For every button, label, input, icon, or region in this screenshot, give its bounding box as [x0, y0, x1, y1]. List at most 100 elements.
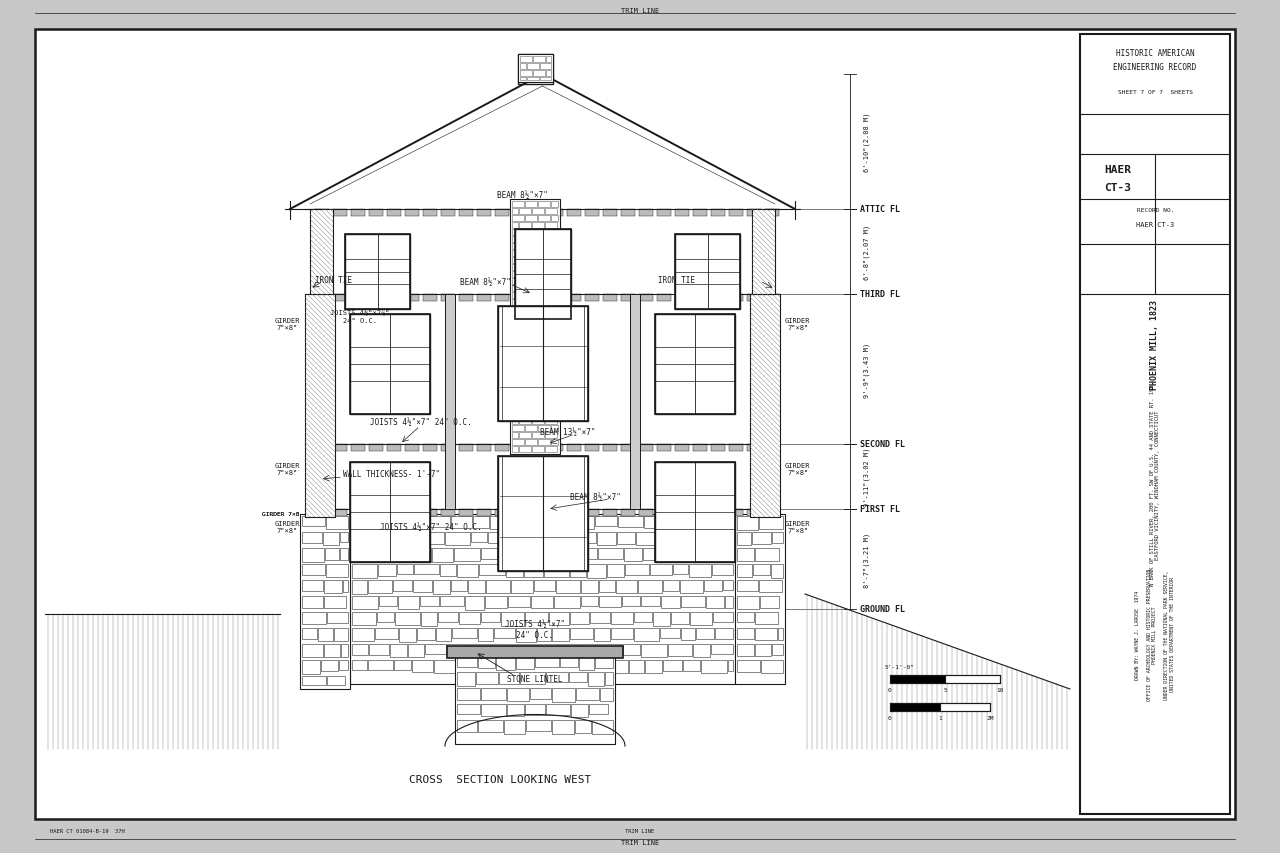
Bar [1080, 35, 1230, 814]
Bar [634, 612, 653, 623]
Bar [692, 444, 707, 451]
Bar [516, 548, 534, 561]
Bar [730, 509, 742, 516]
Bar [525, 397, 538, 403]
Bar [549, 612, 568, 625]
Bar [434, 660, 460, 673]
Bar [547, 57, 550, 63]
Bar [512, 244, 524, 250]
Bar [639, 509, 653, 516]
Bar [538, 516, 553, 531]
Bar [657, 210, 671, 217]
Bar [645, 660, 663, 673]
Bar [532, 363, 544, 368]
Bar [634, 629, 659, 641]
Bar [457, 565, 477, 577]
Bar [556, 580, 580, 593]
Bar [532, 209, 544, 215]
Bar [324, 596, 346, 609]
Bar [550, 439, 558, 445]
Bar [550, 341, 558, 347]
Bar [639, 444, 653, 451]
Bar [673, 565, 687, 574]
Bar [660, 532, 678, 545]
Text: PHOENIX MILL, 1823: PHOENIX MILL, 1823 [1151, 299, 1160, 390]
Text: 5: 5 [943, 688, 947, 692]
Bar [621, 210, 635, 217]
Bar [352, 644, 367, 655]
Bar [440, 565, 456, 576]
Bar [438, 612, 458, 623]
Bar [549, 444, 563, 451]
Bar [538, 202, 550, 208]
Bar [445, 294, 454, 509]
Bar [397, 565, 413, 575]
Bar [621, 444, 635, 451]
Bar [310, 210, 333, 294]
Text: BEAM 13½"×7": BEAM 13½"×7" [540, 428, 595, 437]
Bar [538, 299, 550, 305]
Bar [518, 363, 531, 368]
Bar [349, 462, 430, 562]
Bar [681, 629, 695, 640]
Bar [352, 660, 367, 670]
Bar [639, 294, 653, 302]
Bar [727, 660, 733, 670]
Text: BEAM 8½"×7": BEAM 8½"×7" [570, 493, 621, 502]
Bar [525, 328, 538, 334]
Text: WALL THICKNESS- 1'-7": WALL THICKNESS- 1'-7" [343, 470, 440, 479]
Bar [385, 548, 404, 560]
Bar [498, 456, 588, 572]
Bar [890, 676, 945, 683]
Bar [302, 596, 324, 608]
Bar [495, 210, 509, 217]
Bar [572, 516, 594, 530]
Bar [668, 644, 691, 656]
Bar [538, 341, 550, 347]
Bar [512, 237, 518, 243]
Bar [518, 391, 531, 397]
Bar [525, 216, 538, 222]
Bar [655, 315, 735, 415]
Bar [595, 516, 617, 526]
Bar [513, 509, 527, 516]
Bar [512, 264, 518, 270]
Bar [302, 644, 323, 658]
Bar [508, 596, 530, 606]
Bar [550, 356, 558, 362]
Bar [531, 596, 553, 608]
Bar [550, 314, 558, 320]
Bar [504, 720, 525, 734]
Bar [772, 565, 783, 578]
Bar [398, 516, 424, 528]
Bar [512, 411, 524, 417]
Bar [408, 532, 424, 543]
Bar [425, 532, 444, 545]
Bar [518, 223, 531, 229]
Bar [538, 328, 550, 334]
Bar [765, 444, 780, 451]
Bar [498, 306, 588, 421]
Bar [671, 612, 689, 624]
Bar [390, 532, 407, 545]
Bar [387, 210, 401, 217]
Bar [532, 349, 544, 355]
Bar [545, 376, 557, 382]
Bar [612, 612, 634, 624]
Bar [511, 580, 534, 594]
Bar [890, 703, 940, 711]
Bar [512, 369, 524, 375]
Bar [495, 444, 509, 451]
Bar [550, 258, 558, 264]
Bar [525, 411, 538, 417]
Bar [447, 647, 623, 659]
Text: FIRST FL: FIRST FL [860, 505, 900, 514]
Bar [461, 660, 485, 670]
Text: JOISTS 4½"×2⅞"
24" O.C.: JOISTS 4½"×2⅞" 24" O.C. [330, 310, 389, 323]
Bar [351, 444, 365, 451]
Bar [333, 294, 347, 302]
Bar [340, 532, 348, 543]
Bar [532, 251, 544, 257]
Text: TRIM LINE: TRIM LINE [621, 8, 659, 14]
Text: GIRDER
7"×8": GIRDER 7"×8" [785, 463, 810, 476]
